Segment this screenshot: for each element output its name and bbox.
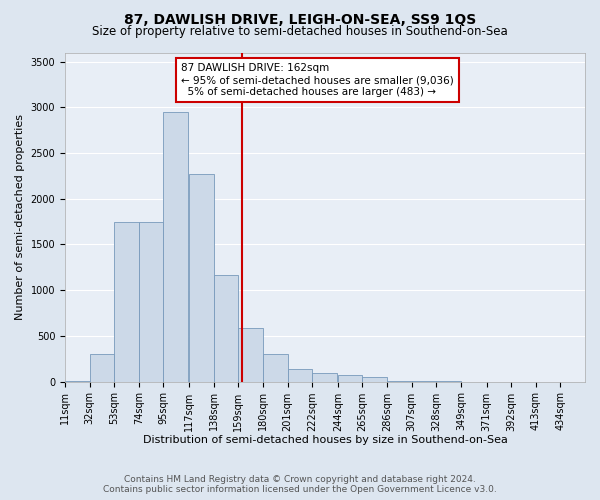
Bar — [338, 375, 362, 382]
Text: 87 DAWLISH DRIVE: 162sqm
← 95% of semi-detached houses are smaller (9,036)
  5% : 87 DAWLISH DRIVE: 162sqm ← 95% of semi-d… — [181, 64, 454, 96]
X-axis label: Distribution of semi-detached houses by size in Southend-on-Sea: Distribution of semi-detached houses by … — [143, 435, 508, 445]
Bar — [287, 369, 312, 382]
Bar — [189, 174, 214, 382]
Bar — [362, 377, 387, 382]
Text: 87, DAWLISH DRIVE, LEIGH-ON-SEA, SS9 1QS: 87, DAWLISH DRIVE, LEIGH-ON-SEA, SS9 1QS — [124, 12, 476, 26]
Bar — [89, 354, 114, 382]
Bar — [163, 112, 188, 382]
Bar — [139, 222, 163, 382]
Text: Size of property relative to semi-detached houses in Southend-on-Sea: Size of property relative to semi-detach… — [92, 25, 508, 38]
Bar — [238, 328, 263, 382]
Bar — [114, 222, 139, 382]
Bar — [263, 354, 287, 382]
Bar — [312, 374, 337, 382]
Y-axis label: Number of semi-detached properties: Number of semi-detached properties — [15, 114, 25, 320]
Text: Contains HM Land Registry data © Crown copyright and database right 2024.
Contai: Contains HM Land Registry data © Crown c… — [103, 474, 497, 494]
Bar — [214, 274, 238, 382]
